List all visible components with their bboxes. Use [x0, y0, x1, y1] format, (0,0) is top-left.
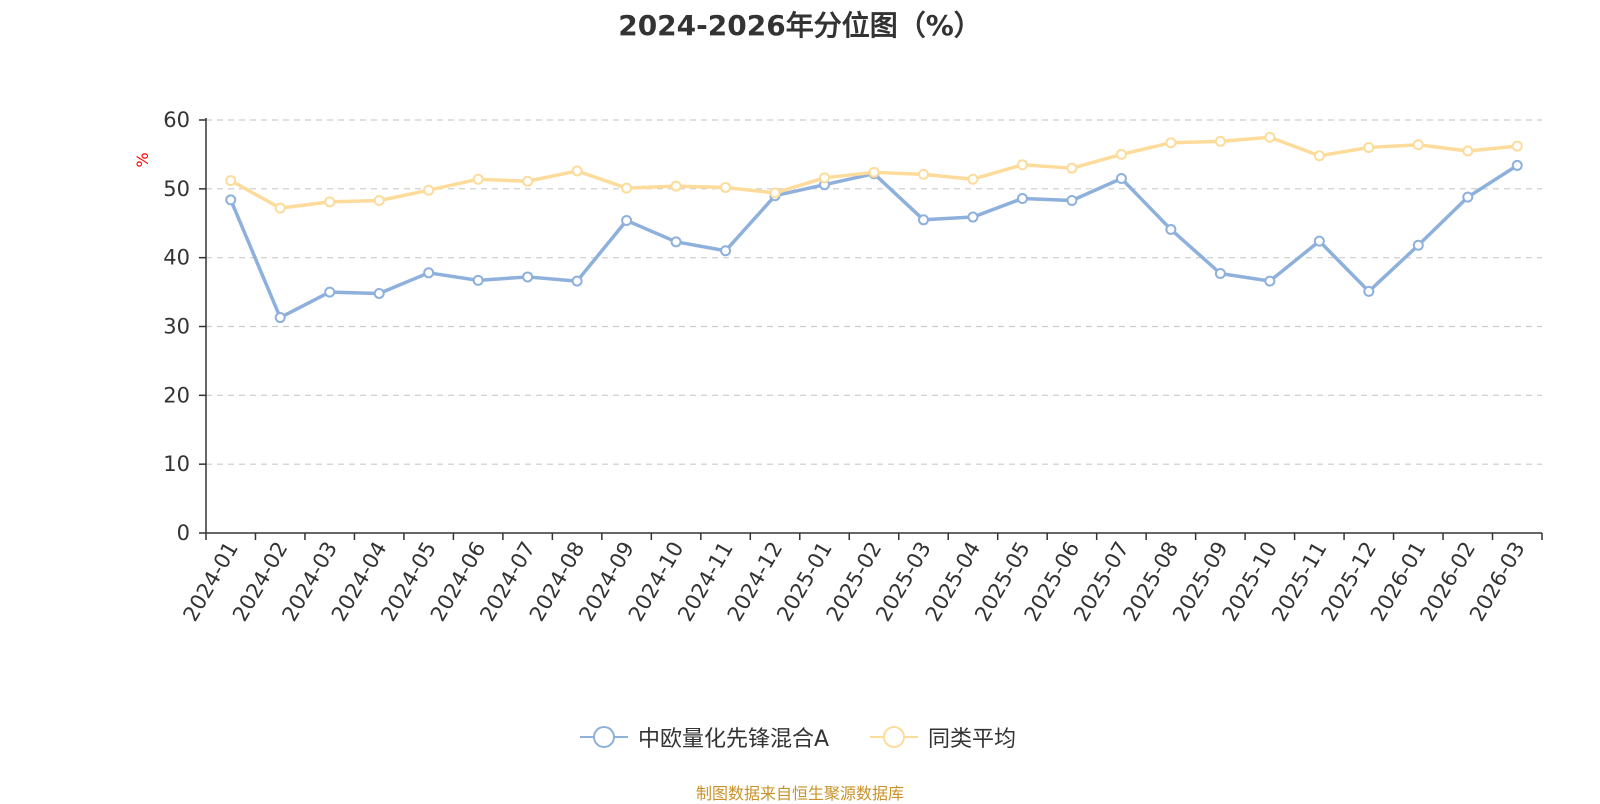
series-1-point [1165, 223, 1177, 235]
series-1-point [1511, 159, 1523, 171]
series-1-point [917, 214, 929, 226]
series-2-point [324, 196, 336, 208]
series-2-point [967, 173, 979, 185]
series-lines [225, 131, 1523, 324]
series-2-point [621, 182, 633, 194]
series-1-point [967, 211, 979, 223]
series-2-point [917, 168, 929, 180]
series-2-point [720, 181, 732, 193]
legend-item-series-2[interactable]: 同类平均 [868, 722, 1016, 752]
series-2-point [769, 187, 781, 199]
y-tick-label: 30 [163, 315, 190, 339]
series-1-point [621, 214, 633, 226]
legend-marker-series-1-icon [580, 726, 628, 748]
series-1-point [1016, 192, 1028, 204]
series-1-point [670, 236, 682, 248]
series-2-point [571, 165, 583, 177]
series-2-point [1115, 148, 1127, 160]
y-tick-label: 60 [163, 108, 190, 132]
series-1-point [1214, 267, 1226, 279]
y-axis-label: % [133, 152, 152, 167]
series-1-point [225, 194, 237, 206]
series-2-point [423, 184, 435, 196]
series-2-point [819, 172, 831, 184]
source-note: 制图数据来自恒生聚源数据库 [695, 784, 904, 803]
series-1-point [1066, 195, 1078, 207]
series-2-point [670, 180, 682, 192]
series-2-point [1462, 145, 1474, 157]
series-1-point [571, 275, 583, 287]
series-1-point [1264, 275, 1276, 287]
series-2-point [1313, 150, 1325, 162]
series-1-point [1115, 173, 1127, 185]
series-1-point [720, 245, 732, 257]
series-1-point [472, 274, 484, 286]
series-2-point [1264, 131, 1276, 143]
legend-label-series-1: 中欧量化先锋混合A [638, 727, 830, 752]
series-2-point [373, 195, 385, 207]
series-2-point [274, 202, 286, 214]
series-2-point [472, 173, 484, 185]
series-1-point [373, 287, 385, 299]
series-2-point [522, 175, 534, 187]
y-tick-label: 50 [163, 177, 190, 201]
series-1-point [1412, 239, 1424, 251]
series-1-point [423, 267, 435, 279]
series-2 [225, 131, 1523, 214]
series-1-point [324, 286, 336, 298]
legend-marker-series-2-icon [870, 726, 918, 748]
chart-title: 2024-2026年分位图（%） [618, 9, 982, 42]
series-1-point [274, 312, 286, 324]
y-tick-label: 40 [163, 246, 190, 270]
axes: 01020304050602024-012024-022024-032024-0… [163, 108, 1543, 625]
series-2-point [1363, 142, 1375, 154]
series-2-point [1165, 137, 1177, 149]
series-2-point [1412, 139, 1424, 151]
series-2-point [868, 166, 880, 178]
series-1-point [1462, 191, 1474, 203]
series-2-point [1214, 135, 1226, 147]
y-tick-label: 0 [177, 521, 190, 545]
series-2-point [1511, 140, 1523, 152]
y-tick-label: 20 [163, 383, 190, 407]
legend-label-series-2: 同类平均 [928, 727, 1017, 752]
y-tick-label: 10 [163, 452, 190, 476]
series-2-point [1016, 159, 1028, 171]
series-1-point [1313, 235, 1325, 247]
series-1-point [522, 271, 534, 283]
legend-item-series-1[interactable]: 中欧量化先锋混合A [578, 722, 829, 752]
series-2-point [1066, 162, 1078, 174]
series-1-point [1363, 285, 1375, 297]
series-2-point [225, 175, 237, 187]
series-1 [225, 159, 1523, 324]
